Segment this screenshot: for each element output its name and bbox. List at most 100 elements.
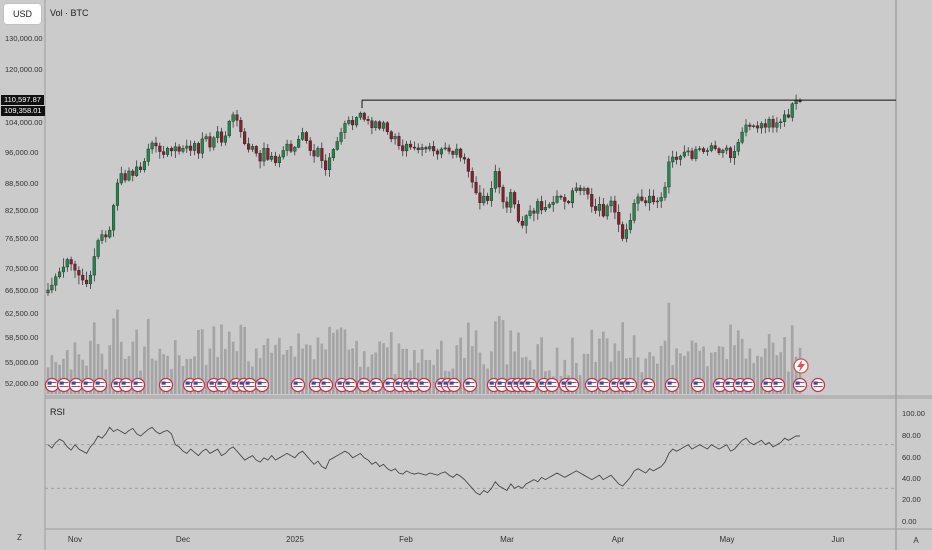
candle[interactable]	[462, 157, 467, 160]
candle[interactable]	[513, 192, 517, 205]
candle[interactable]	[285, 143, 289, 151]
candle[interactable]	[682, 151, 686, 157]
candle[interactable]	[301, 132, 305, 140]
candle[interactable]	[424, 147, 428, 150]
candle[interactable]	[343, 123, 347, 133]
candle[interactable]	[439, 148, 443, 155]
candle[interactable]	[100, 234, 104, 241]
us-flag-icon[interactable]	[356, 377, 372, 393]
candle[interactable]	[775, 122, 779, 128]
us-flag-icon[interactable]	[80, 377, 96, 393]
candle[interactable]	[740, 131, 744, 143]
candle[interactable]	[227, 121, 231, 137]
candle[interactable]	[358, 112, 362, 118]
candle[interactable]	[632, 203, 636, 221]
candle[interactable]	[212, 137, 216, 148]
candle[interactable]	[443, 147, 447, 150]
candle[interactable]	[335, 141, 339, 150]
us-flag-icon[interactable]	[446, 377, 462, 393]
candle[interactable]	[115, 182, 119, 206]
candle[interactable]	[138, 166, 143, 170]
time-axis[interactable]: Nov Dec 2025 Feb Mar Apr May Jun	[68, 535, 845, 544]
candle[interactable]	[169, 148, 174, 152]
candle[interactable]	[578, 187, 582, 191]
candle[interactable]	[686, 150, 690, 153]
candle[interactable]	[362, 112, 366, 120]
candle[interactable]	[412, 146, 416, 149]
candle[interactable]	[667, 161, 671, 188]
candle[interactable]	[150, 142, 154, 150]
candle[interactable]	[563, 197, 567, 202]
candle[interactable]	[736, 142, 740, 152]
candle[interactable]	[767, 119, 771, 128]
candle[interactable]	[636, 196, 640, 204]
candle[interactable]	[794, 100, 798, 104]
candle[interactable]	[208, 136, 212, 148]
candle[interactable]	[243, 131, 247, 145]
candle[interactable]	[416, 147, 420, 150]
candle[interactable]	[478, 192, 482, 203]
candle[interactable]	[104, 234, 108, 238]
candle[interactable]	[509, 192, 513, 208]
candle[interactable]	[671, 156, 675, 163]
us-flag-icon[interactable]	[44, 377, 60, 393]
auto-scale-button[interactable]: A	[913, 535, 919, 545]
candle[interactable]	[304, 132, 308, 142]
candle[interactable]	[617, 212, 621, 225]
candle[interactable]	[84, 279, 89, 285]
candle[interactable]	[482, 195, 486, 204]
us-flag-icon[interactable]	[308, 377, 324, 393]
candle[interactable]	[540, 201, 544, 211]
candle[interactable]	[46, 289, 50, 294]
lightning-icon[interactable]	[793, 358, 809, 374]
candle[interactable]	[308, 140, 312, 151]
candle[interactable]	[73, 263, 77, 271]
candle[interactable]	[597, 203, 601, 211]
candle[interactable]	[651, 195, 655, 203]
us-flag-icon[interactable]	[770, 377, 786, 393]
candle[interactable]	[748, 124, 752, 127]
candle[interactable]	[640, 196, 644, 201]
rsi-legend[interactable]: RSI	[50, 407, 66, 417]
rsi-pane[interactable]	[45, 426, 896, 496]
candle[interactable]	[50, 284, 54, 291]
candle[interactable]	[366, 119, 370, 121]
candle[interactable]	[779, 121, 783, 123]
candle[interactable]	[331, 149, 335, 158]
us-flag-icon[interactable]	[596, 377, 612, 393]
volume-legend[interactable]: Vol · BTC	[50, 8, 89, 18]
candle[interactable]	[648, 195, 652, 204]
candle[interactable]	[675, 156, 679, 160]
candle[interactable]	[61, 266, 65, 273]
us-flag-icon[interactable]	[290, 377, 306, 393]
candle[interactable]	[435, 150, 440, 155]
candle[interactable]	[420, 147, 424, 150]
candle[interactable]	[135, 166, 139, 176]
candle[interactable]	[725, 147, 729, 151]
candle[interactable]	[142, 161, 147, 171]
candle[interactable]	[177, 146, 181, 152]
candle[interactable]	[721, 149, 725, 154]
candle[interactable]	[189, 145, 193, 151]
candle[interactable]	[165, 148, 170, 155]
candlesticks[interactable]	[46, 94, 802, 296]
candle[interactable]	[763, 123, 767, 128]
us-flag-icon[interactable]	[740, 377, 756, 393]
candle[interactable]	[316, 148, 320, 157]
us-flag-icon[interactable]	[214, 377, 230, 393]
candle[interactable]	[516, 203, 520, 222]
us-flag-icon[interactable]	[158, 377, 174, 393]
us-flag-icon[interactable]	[690, 377, 706, 393]
candle[interactable]	[200, 138, 204, 154]
candle[interactable]	[455, 148, 459, 155]
candle[interactable]	[324, 160, 328, 170]
candle[interactable]	[355, 117, 359, 126]
us-flag-icon[interactable]	[722, 377, 738, 393]
candle[interactable]	[786, 114, 790, 118]
candle[interactable]	[470, 171, 474, 183]
timezone-button[interactable]: Z	[17, 533, 22, 542]
candle[interactable]	[96, 240, 100, 257]
candle[interactable]	[250, 146, 254, 150]
candle[interactable]	[732, 151, 736, 159]
us-flag-icon[interactable]	[92, 377, 108, 393]
